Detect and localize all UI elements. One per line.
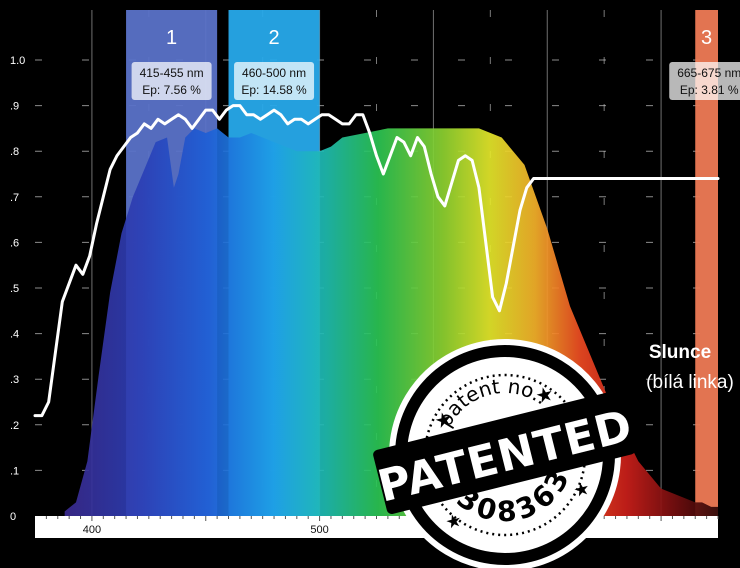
band-number: 1	[166, 27, 177, 49]
band-ep-label: Ep: 3.81 %	[680, 83, 739, 97]
band-labels: 1 415-455 nm Ep: 7.56 % 2 460-500 nm Ep: 14.5…	[131, 27, 740, 100]
band-ep-label: Ep: 14.58 %	[241, 83, 307, 97]
y-tick-label: .1	[10, 465, 19, 477]
band-ep-label: Ep: 7.56 %	[142, 83, 201, 97]
star-icon: ★	[443, 510, 464, 534]
y-tick-label: .5	[10, 283, 19, 295]
band-number: 3	[701, 27, 712, 49]
sun-curve	[33, 104, 720, 418]
annotation-subtitle: (bílá linka)	[646, 372, 734, 393]
star-icon: ★	[571, 478, 592, 502]
x-axis-bar	[35, 516, 718, 538]
y-tick-label: 1.0	[10, 55, 25, 67]
sun-annotation: Slunce (bílá linka)	[646, 342, 734, 393]
sun-line	[33, 104, 720, 418]
band-range-label: 460-500 nm	[242, 66, 306, 80]
x-axis: 400500600	[35, 516, 719, 538]
y-axis: 0 .1 .2 .3 .4 .5 .6 .7 .8 .9 1.0	[10, 55, 25, 523]
x-tick-label: 400	[83, 524, 101, 536]
star-icon: ★	[432, 406, 455, 434]
y-tick-label: .7	[10, 192, 19, 204]
band-range-label: 665-675 nm	[677, 66, 740, 80]
band-label-box	[234, 62, 315, 100]
band-number: 2	[268, 27, 279, 49]
y-tick-label: .2	[10, 420, 19, 432]
band-range-label: 415-455 nm	[140, 66, 204, 80]
y-tick-label: .8	[10, 146, 19, 158]
y-tick-label: .4	[10, 329, 19, 341]
y-tick-label: 0	[10, 511, 16, 523]
y-tick-label: .6	[10, 237, 19, 249]
y-tick-label: .9	[10, 101, 19, 113]
band-label-box	[131, 62, 212, 100]
y-tick-label: .3	[10, 374, 19, 386]
x-tick-label: 500	[310, 524, 328, 536]
band-label-box	[669, 62, 740, 100]
band-3	[695, 10, 718, 516]
star-icon: ★	[533, 381, 556, 409]
patent-stamp: patent no.: 308363 ★ ★ ★ ★ PATENTED	[373, 339, 638, 568]
annotation-title: Slunce	[649, 342, 711, 363]
